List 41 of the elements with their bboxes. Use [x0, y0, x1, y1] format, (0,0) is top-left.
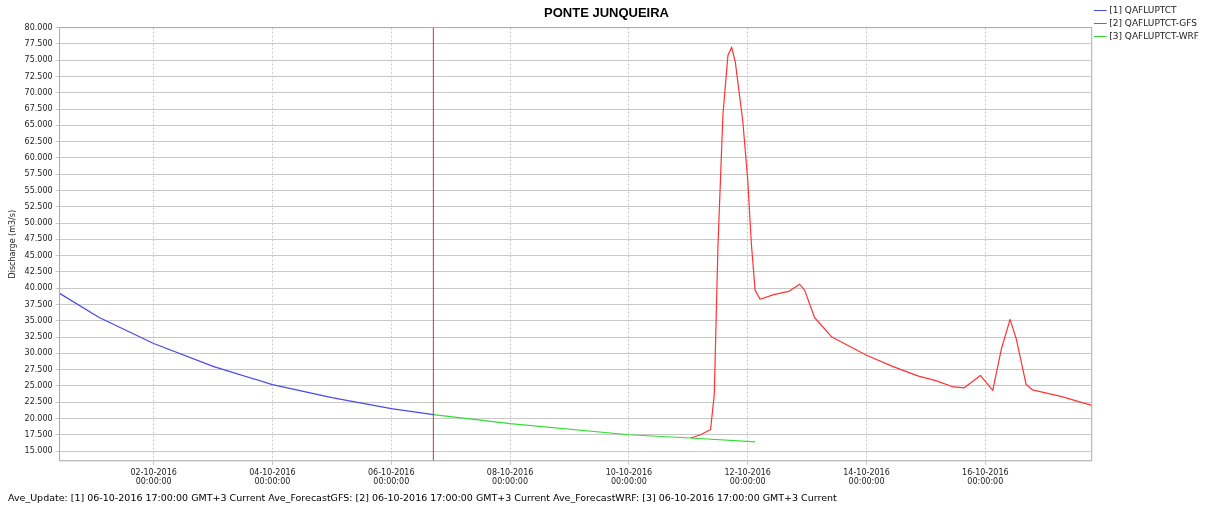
y-tick-label: 57.500 — [24, 169, 53, 179]
legend-label: [1] QAFLUPTCT — [1109, 4, 1178, 15]
x-tick-label: 16-10-2016 00:00:00 — [962, 467, 1009, 487]
legend-label: [2] QAFLUPTCT-GFS — [1109, 17, 1198, 28]
y-tick-label: 32.500 — [24, 332, 53, 342]
y-tick-label: 45.000 — [24, 250, 53, 260]
chart-title: PONTE JUNQUEIRA — [544, 5, 670, 21]
y-tick-label: 52.500 — [24, 201, 53, 211]
y-tick-label: 35.000 — [24, 315, 53, 325]
legend-label: [3] QAFLUPTCT-WRF — [1109, 30, 1199, 41]
x-tick-label: 14-10-2016 00:00:00 — [843, 467, 890, 487]
y-tick-label: 25.000 — [24, 380, 53, 390]
y-tick-label: 47.500 — [24, 234, 53, 244]
x-tick-label: 12-10-2016 00:00:00 — [724, 467, 771, 487]
y-tick-label: 37.500 — [24, 299, 53, 309]
x-tick-label: 06-10-2016 00:00:00 — [368, 467, 415, 487]
y-tick-label: 55.000 — [24, 185, 53, 195]
y-tick-label: 80.000 — [24, 22, 53, 32]
y-tick-label: 40.000 — [24, 283, 53, 293]
y-tick-label: 75.000 — [24, 55, 53, 65]
y-tick-label: 42.500 — [24, 266, 53, 276]
y-tick-label: 60.000 — [24, 152, 53, 162]
y-tick-label: 77.500 — [24, 38, 53, 48]
y-tick-label: 62.500 — [24, 136, 53, 146]
y-axis-title: Discharge (m3/s) — [7, 209, 17, 279]
y-tick-label: 22.500 — [24, 397, 53, 407]
y-tick-label: 72.500 — [24, 71, 53, 81]
y-tick-label: 17.500 — [24, 429, 53, 439]
y-tick-label: 15.000 — [24, 446, 53, 456]
y-tick-label: 70.000 — [24, 87, 53, 97]
y-tick-label: 20.000 — [24, 413, 53, 423]
text: Ave_Update: [1] 06-10-2016 17:00:00 GMT+3 Current Ave_ForecastGFS: [2] 06-10-2016 17:00:00 GMT+3 Current Ave_ForecastWRF: [3] 06-10-2016 17:00:00 GMT+3 Current — [8, 492, 837, 503]
x-tick-label: 04-10-2016 00:00:00 — [249, 467, 296, 487]
y-tick-label: 27.500 — [24, 364, 53, 374]
y-tick-label: 65.000 — [24, 120, 53, 130]
y-tick-label: 50.000 — [24, 218, 53, 228]
y-tick-label: 67.500 — [24, 104, 53, 114]
x-tick-label: 10-10-2016 00:00:00 — [605, 467, 653, 487]
x-tick-label: 02-10-2016 00:00:00 — [130, 467, 177, 487]
x-tick-label: 08-10-2016 00:00:00 — [486, 467, 534, 487]
y-tick-label: 30.000 — [24, 348, 53, 358]
